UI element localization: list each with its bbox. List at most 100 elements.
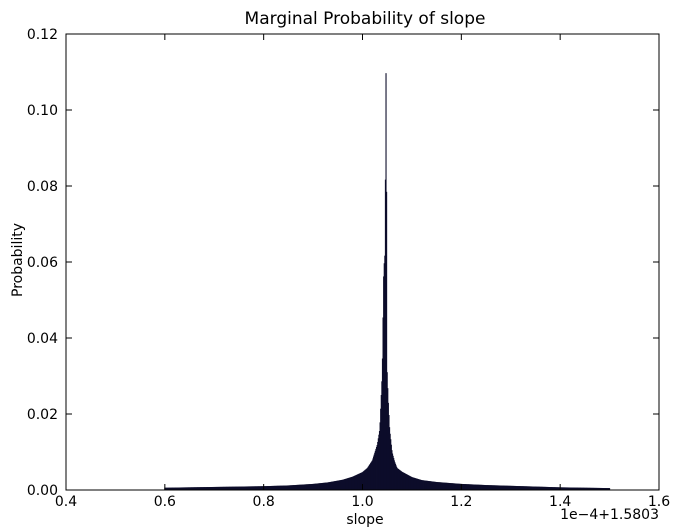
histogram-bar xyxy=(454,483,456,490)
histogram-bar xyxy=(465,484,467,490)
histogram-bar xyxy=(366,468,368,490)
histogram-bar xyxy=(467,484,469,490)
histogram-bar xyxy=(406,474,408,490)
histogram-bar xyxy=(568,487,570,490)
histogram-bar xyxy=(542,486,544,490)
histogram-bar xyxy=(544,486,547,490)
histogram-bar xyxy=(437,482,439,490)
histogram-bar xyxy=(357,474,359,490)
histogram-bar xyxy=(537,486,539,490)
histogram-bar xyxy=(496,485,498,490)
histogram-bar xyxy=(471,484,473,490)
y-tick-label: 0.10 xyxy=(27,103,58,119)
histogram-bar xyxy=(292,485,295,490)
histogram-bar xyxy=(603,488,605,490)
histogram-bar xyxy=(274,485,276,490)
histogram-bar xyxy=(265,486,267,490)
histogram-bar xyxy=(473,484,475,490)
histogram-bar xyxy=(536,486,538,490)
histogram-bar xyxy=(247,486,249,490)
histogram-bar xyxy=(233,486,235,490)
histogram-bar xyxy=(250,486,252,490)
histogram-bar xyxy=(294,485,296,490)
histogram-bar xyxy=(383,276,385,490)
x-tick-label: 1.4 xyxy=(549,494,571,510)
histogram-bar xyxy=(378,434,380,490)
histogram-bar xyxy=(593,487,595,490)
histogram-bar xyxy=(491,485,493,490)
histogram-bar xyxy=(177,487,180,490)
histogram-bar xyxy=(317,483,319,490)
histogram-bar xyxy=(258,486,260,490)
histogram-bar xyxy=(453,483,455,490)
histogram-bar xyxy=(489,485,491,490)
histogram-bar xyxy=(273,485,275,490)
histogram-bar xyxy=(388,415,390,490)
histogram-bar xyxy=(339,480,341,490)
histogram-bar xyxy=(232,486,234,490)
histogram-bar xyxy=(205,487,207,490)
histogram-bar xyxy=(505,485,507,490)
histogram-bar xyxy=(400,470,402,490)
histogram-bar xyxy=(361,472,363,490)
histogram-bar xyxy=(190,487,192,490)
histogram-bar xyxy=(447,482,449,490)
histogram-bar xyxy=(336,480,338,490)
histogram-bar xyxy=(192,487,194,490)
histogram-bar xyxy=(182,487,184,490)
histogram-bar xyxy=(276,485,279,490)
histogram-bar xyxy=(281,485,283,490)
histogram-bar xyxy=(287,485,289,490)
y-tick-label: 0.00 xyxy=(27,483,58,499)
histogram-bar xyxy=(547,486,549,490)
histogram-bar xyxy=(431,481,433,490)
histogram-bar xyxy=(456,483,458,490)
histogram-bar xyxy=(230,486,232,490)
plot-frame xyxy=(65,33,660,491)
histogram-bar xyxy=(407,474,409,490)
histogram-bar xyxy=(391,453,394,490)
histogram-bar xyxy=(418,479,420,490)
histogram-bar xyxy=(346,478,349,490)
histogram-bar xyxy=(288,485,290,490)
histogram-bar xyxy=(493,485,496,490)
histogram-bar xyxy=(406,474,408,490)
histogram-bar xyxy=(578,487,580,490)
histogram-bar xyxy=(386,191,388,490)
histogram-bar xyxy=(171,487,174,490)
histogram-bar xyxy=(408,475,410,490)
histogram-bar xyxy=(194,487,196,490)
histogram-bar xyxy=(229,486,231,490)
histogram-bar xyxy=(587,487,589,490)
histogram-bar xyxy=(298,484,300,490)
histogram-bar xyxy=(409,475,411,490)
histogram-bar xyxy=(260,486,262,490)
histogram-bar xyxy=(368,464,370,490)
histogram-bar xyxy=(549,487,551,490)
histogram-bar xyxy=(390,444,392,490)
y-tick-label: 0.12 xyxy=(27,27,58,43)
histogram-bar xyxy=(412,477,414,490)
histogram-bar xyxy=(260,486,263,490)
histogram-bar xyxy=(372,458,374,490)
histogram-bar xyxy=(307,484,309,490)
histogram-bar xyxy=(295,484,297,490)
histogram-bar xyxy=(568,487,570,490)
histogram-bar xyxy=(576,487,578,490)
histogram-bar xyxy=(593,487,595,490)
histogram-bar xyxy=(537,486,539,490)
histogram-bar xyxy=(268,486,270,490)
histogram-bar xyxy=(330,481,332,490)
histogram-bar xyxy=(205,487,207,490)
histogram-bar xyxy=(590,487,592,490)
histogram-bar xyxy=(187,487,189,490)
histogram-bar xyxy=(180,487,182,490)
histogram-bar xyxy=(215,486,217,490)
histogram-bar xyxy=(355,474,357,490)
histogram-bar xyxy=(331,481,333,490)
histogram-bar xyxy=(341,479,343,490)
histogram-bar xyxy=(169,487,171,490)
histogram-bar xyxy=(539,486,541,490)
histogram-bar xyxy=(506,485,508,490)
histogram-bar xyxy=(552,487,554,490)
